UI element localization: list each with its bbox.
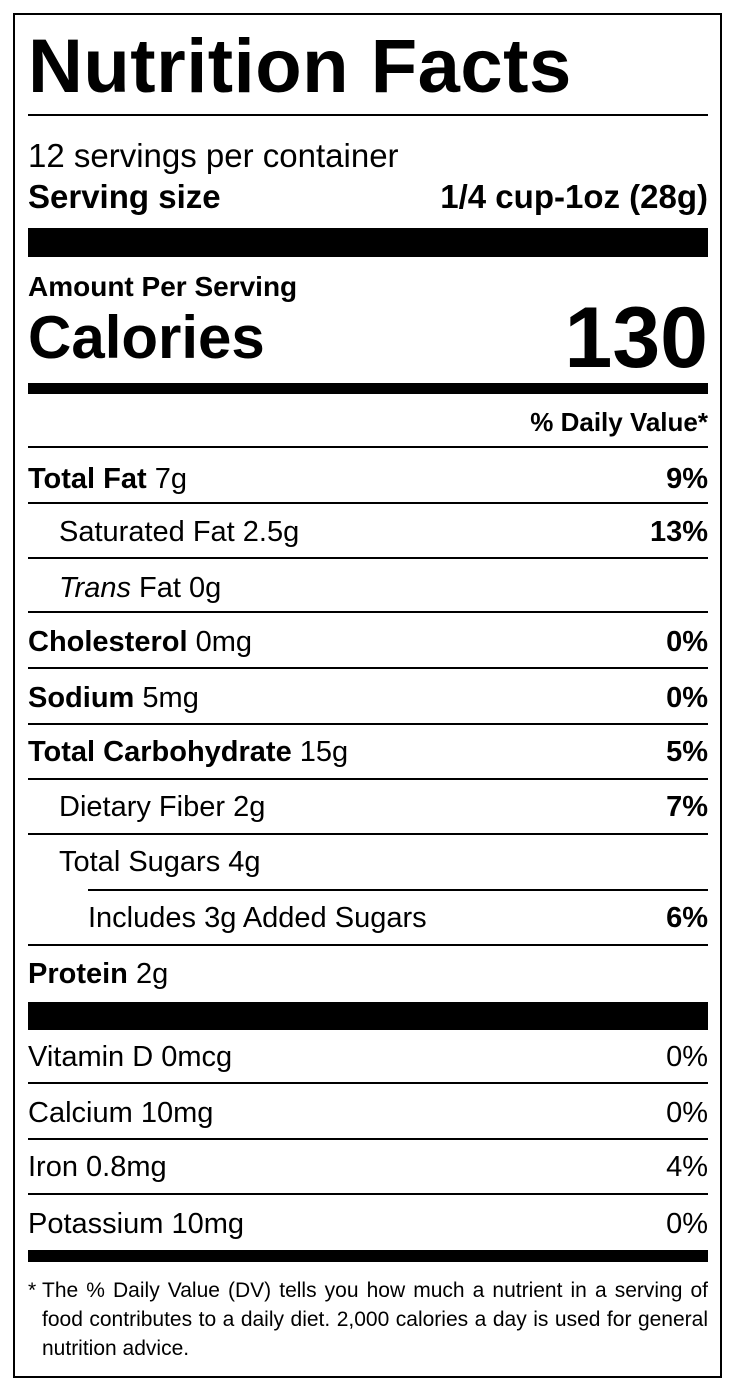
nutrient-prefix: Includes [88,902,197,934]
vitamin-amount: 10mg [171,1208,244,1240]
nutrient-row: Protein 2g [28,954,708,994]
rule [28,1138,708,1140]
nutrient-row: Trans Fat 0g [28,568,708,608]
nutrient-amount: 4g [228,846,261,878]
nutrient-name: Total Fat [28,463,147,495]
nutrient-row: Total Sugars 4g [28,842,708,882]
nutrient-row: Total Carbohydrate 15g 5% [28,732,708,772]
title: Nutrition Facts [28,24,572,109]
rule [28,944,708,946]
label-frame [13,13,722,1378]
nutrient-dv: 0% [666,682,708,714]
vitamin-row: Iron 0.8mg 4% [28,1147,708,1187]
vitamin-row: Potassium 10mg 0% [28,1204,708,1244]
rule [28,557,708,559]
serving-size-value: 1/4 cup-1oz (28g) [440,178,708,215]
nutrient-row: Saturated Fat 2.5g 13% [28,512,708,552]
amount-per-serving: Amount Per Serving [28,271,298,302]
nutrient-name-italic: Trans [59,572,131,604]
dv-header: % Daily Value* [28,402,708,442]
nutrient-dv: 0% [666,626,708,658]
nutrient-amount: 5mg [142,682,199,714]
nutrient-name: Saturated Fat [59,516,235,548]
nutrient-amount: 2g [233,791,266,823]
thick-rule [28,1002,708,1030]
dv-header-text: % Daily Value* [530,407,708,437]
nutrient-name: Cholesterol [28,626,188,658]
servings: 12 servings per container [28,137,399,174]
rule [28,778,708,780]
rule [28,833,708,835]
rule [28,611,708,613]
calories-label: Calories [28,304,265,371]
nutrient-row: Dietary Fiber 2g 7% [28,787,708,827]
nutrient-name: Added Sugars [242,902,427,934]
nutrient-amount: 7g [154,463,188,495]
rule [88,889,708,891]
nutrient-row: Cholesterol 0mg 0% [28,622,708,662]
vitamin-amount: 10mg [140,1097,214,1129]
vitamin-amount: 0mcg [161,1041,233,1073]
nutrient-dv: 7% [666,791,708,823]
rule [28,502,708,504]
rule [28,1082,708,1084]
rule [28,114,708,116]
nutrient-amount: 0mg [195,626,253,658]
nutrient-amount: 3g [204,902,237,934]
vitamin-name: Potassium [28,1208,164,1240]
nutrient-row: Includes 3g Added Sugars 6% [28,898,708,938]
thick-rule [28,228,708,257]
footnote-marker: * [28,1279,37,1302]
nutrient-dv: 13% [649,516,708,548]
vitamin-dv: 0% [666,1097,708,1129]
footnote-text: The % Daily Value (DV) tells you how muc… [42,1279,708,1360]
vitamin-name: Calcium [28,1097,133,1129]
rule [28,667,708,669]
nutrient-row: Total Fat 7g 9% [28,459,708,499]
nutrient-name: Sodium [28,682,135,714]
vitamin-amount: 0.8mg [86,1151,167,1183]
nutrient-name: Fat [139,572,181,604]
vitamin-row: Vitamin D 0mcg 0% [28,1037,708,1077]
nutrient-amount: 2.5g [242,516,300,548]
nutrient-name: Protein [28,958,128,990]
calories-row: Calories 130 [28,295,708,381]
rule [28,1193,708,1195]
rule [28,723,708,725]
nutrient-row: Sodium 5mg 0% [28,678,708,718]
nutrient-amount: 2g [135,958,169,990]
vitamin-name: Iron [28,1151,78,1183]
nutrient-dv: 5% [666,736,708,768]
rule [28,446,708,448]
nutrient-dv: 6% [666,902,708,934]
vitamin-dv: 0% [666,1041,708,1073]
nutrient-name: Total Carbohydrate [28,736,292,768]
vitamin-row: Calcium 10mg 0% [28,1093,708,1133]
nutrient-amount: 15g [299,736,349,768]
vitamin-name: Vitamin D [28,1041,154,1073]
nutrient-dv: 9% [666,463,708,495]
calories-value: 130 [564,290,709,386]
nutrient-amount: 0g [189,572,222,604]
medium-rule [28,383,708,394]
vitamin-dv: 4% [666,1151,708,1183]
nutrient-name: Dietary Fiber [59,791,225,823]
vitamin-dv: 0% [666,1208,708,1240]
medium-rule [28,1250,708,1262]
footnote: * The % Daily Value (DV) tells you how m… [28,1276,708,1363]
serving-size-row: Serving size 1/4 cup-1oz (28g) [28,177,708,217]
serving-size-label: Serving size [28,178,221,215]
nutrient-name: Total Sugars [59,846,221,878]
